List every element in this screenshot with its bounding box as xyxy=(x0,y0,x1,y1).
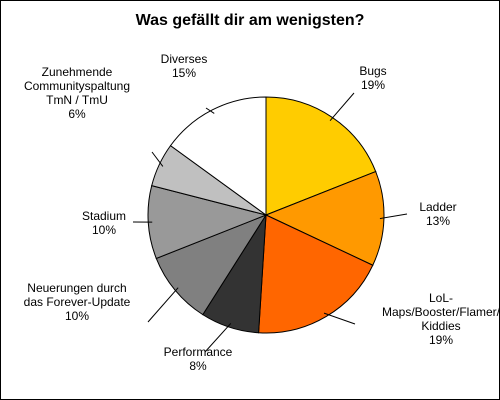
leader-line-8 xyxy=(205,107,215,114)
leader-lines xyxy=(132,92,408,353)
slice-label-5: Neuerungen durch das Forever-Update 10% xyxy=(24,281,131,323)
slice-label-2: Ladder 13% xyxy=(419,200,456,228)
leader-line-7 xyxy=(151,151,164,167)
slice-label-8: Diverses 15% xyxy=(161,52,208,80)
pie-slices xyxy=(147,96,385,334)
leader-line-3 xyxy=(323,312,356,325)
pie-slice-8 xyxy=(169,96,267,216)
slice-label-4: Performance 8% xyxy=(164,345,233,373)
pie-slice-3 xyxy=(258,214,374,334)
slice-label-7: Zunehmende Communityspaltung TmN / TmU 6% xyxy=(24,65,130,121)
leader-line-5 xyxy=(147,287,179,323)
slice-label-3: LoL-Maps/Booster/Flamer/Kiddies 19% xyxy=(382,291,500,347)
pie-slice-2 xyxy=(264,170,385,266)
leader-line-4 xyxy=(204,323,232,353)
leader-line-1 xyxy=(329,92,355,122)
slice-labels: Bugs 19% Ladder 13% LoL-Maps/Booster/Flamer/… xyxy=(24,52,500,373)
slice-label-6: Stadium 10% xyxy=(82,209,126,237)
slice-label-1: Bugs 19% xyxy=(359,64,386,92)
chart-title: Was gefällt dir am wenigsten? xyxy=(136,12,365,29)
pie-slice-5 xyxy=(155,213,268,316)
leader-line-2 xyxy=(379,213,408,220)
